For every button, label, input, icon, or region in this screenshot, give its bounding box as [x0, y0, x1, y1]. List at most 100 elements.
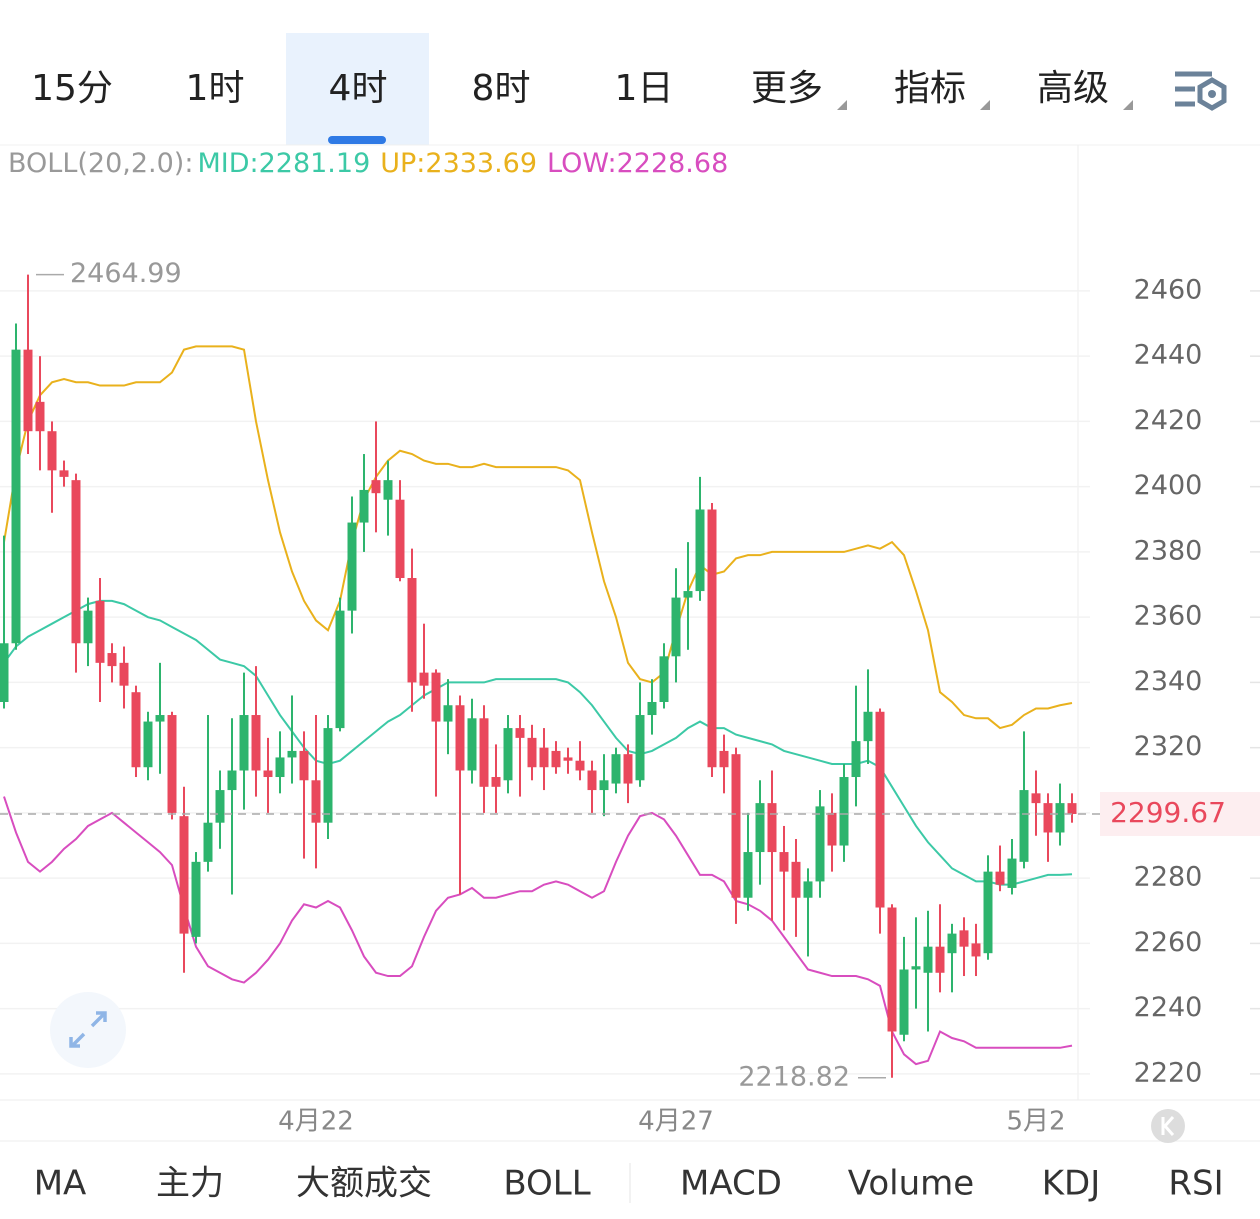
candle-body	[611, 754, 621, 784]
legend-label: UP:	[380, 148, 425, 179]
candle-body	[959, 930, 969, 947]
candle-body	[491, 777, 501, 787]
y-tick-label: 2260	[1134, 927, 1203, 958]
candle-body	[203, 822, 213, 862]
candle-body	[431, 672, 441, 722]
dropdown-caret	[1123, 100, 1133, 110]
candle-body	[599, 780, 609, 791]
candle-body	[647, 701, 657, 716]
candle-body	[1019, 790, 1029, 862]
candle-body	[947, 933, 957, 954]
dropdown-caret	[980, 100, 990, 110]
candle-body	[695, 509, 705, 592]
candle-body	[707, 509, 717, 768]
y-tick-label: 2460	[1134, 274, 1203, 305]
candle-body	[815, 806, 825, 882]
candle-body	[35, 401, 45, 432]
candle-body	[839, 777, 849, 846]
y-tick-label: 2380	[1134, 535, 1203, 566]
candle-body	[683, 591, 693, 598]
y-tick-label: 2400	[1134, 470, 1203, 501]
candle-body	[623, 754, 633, 784]
candle-body	[191, 861, 201, 937]
candle-body	[419, 672, 429, 686]
candle-body	[131, 692, 141, 768]
last-price-box	[1100, 791, 1260, 836]
active-tab-bg	[286, 33, 429, 145]
candle-body	[563, 757, 573, 761]
indicator-tab[interactable]: RSI	[1168, 1164, 1223, 1204]
active-tab-underline	[328, 136, 386, 144]
indicator-tab[interactable]: MACD	[680, 1164, 782, 1204]
candle-body	[767, 803, 777, 853]
y-tick-label: 2360	[1134, 601, 1203, 632]
settings-icon[interactable]	[1175, 71, 1227, 111]
candle-body	[167, 715, 177, 813]
candle-body	[359, 489, 369, 523]
indicator-tab[interactable]: BOLL	[503, 1164, 590, 1204]
band-line	[3, 599, 1073, 886]
indicator-tab[interactable]: 大额成交	[296, 1164, 432, 1204]
candle-body	[383, 480, 393, 500]
candle-body	[59, 470, 69, 477]
y-tick-label: 2340	[1134, 666, 1203, 697]
y-tick-label: 2280	[1134, 862, 1203, 893]
candle-body	[779, 852, 789, 872]
y-tick-label: 2240	[1134, 992, 1203, 1023]
candle-body	[719, 750, 729, 768]
candle-body	[827, 812, 837, 846]
candle-body	[503, 728, 513, 781]
legend-label: MID:	[197, 148, 258, 179]
candle-body	[47, 431, 57, 471]
candle-body	[83, 610, 93, 644]
last-price-label: 2299.67	[1110, 796, 1226, 829]
candle-body	[323, 728, 333, 823]
band-line	[3, 796, 1073, 1066]
tab[interactable]: 更多	[751, 68, 823, 109]
legend: BOLL(20,2.0): MID:2281.19 UP:2333.69 LOW:22…	[8, 148, 728, 179]
candle-body	[803, 881, 813, 898]
candle-body	[1031, 793, 1041, 804]
candle-body	[11, 349, 21, 644]
candle-body	[263, 770, 273, 778]
candle-body	[971, 943, 981, 957]
candle-body	[887, 907, 897, 1032]
tab[interactable]: 4时	[329, 68, 388, 109]
candle-body	[875, 711, 885, 908]
candle-body	[923, 946, 933, 973]
legend-label: LOW:	[547, 148, 617, 179]
indicator-tab[interactable]: 主力	[156, 1164, 224, 1204]
expand-button[interactable]	[50, 992, 126, 1068]
candle-body	[671, 597, 681, 657]
candle-body	[371, 480, 381, 494]
indicator-tab[interactable]: Volume	[848, 1164, 974, 1204]
tab[interactable]: 15分	[31, 68, 113, 109]
indicator-tab[interactable]: KDJ	[1042, 1164, 1101, 1204]
candle-body	[659, 656, 669, 702]
scroll-left-button[interactable]	[1151, 1109, 1185, 1143]
tab[interactable]: 指标	[894, 68, 966, 109]
indicator-tab[interactable]: MA	[34, 1164, 87, 1204]
tab[interactable]: 1日	[615, 68, 674, 109]
candle-body	[443, 705, 453, 722]
candle-body	[935, 946, 945, 973]
candle-body	[1055, 803, 1065, 833]
legend-value: 2228.68	[617, 148, 729, 179]
x-tick-label: 4月22	[278, 1107, 354, 1137]
candle-body	[995, 871, 1005, 885]
candle-body	[1007, 858, 1017, 888]
y-tick-label: 2440	[1134, 340, 1203, 371]
tab[interactable]: 1时	[186, 68, 245, 109]
candle-body	[71, 480, 81, 644]
tab[interactable]: 8时	[472, 68, 531, 109]
candle-body	[251, 715, 261, 771]
x-tick-label: 5月2	[1006, 1107, 1065, 1137]
tab[interactable]: 高级	[1037, 68, 1109, 109]
candle-body	[119, 662, 129, 686]
x-tick-label: 4月27	[638, 1107, 714, 1137]
candle-body	[983, 871, 993, 954]
y-tick-label: 2420	[1134, 405, 1203, 436]
candle-body	[527, 737, 537, 768]
min-label: 2218.82	[738, 1061, 850, 1092]
candle-body	[515, 728, 525, 738]
